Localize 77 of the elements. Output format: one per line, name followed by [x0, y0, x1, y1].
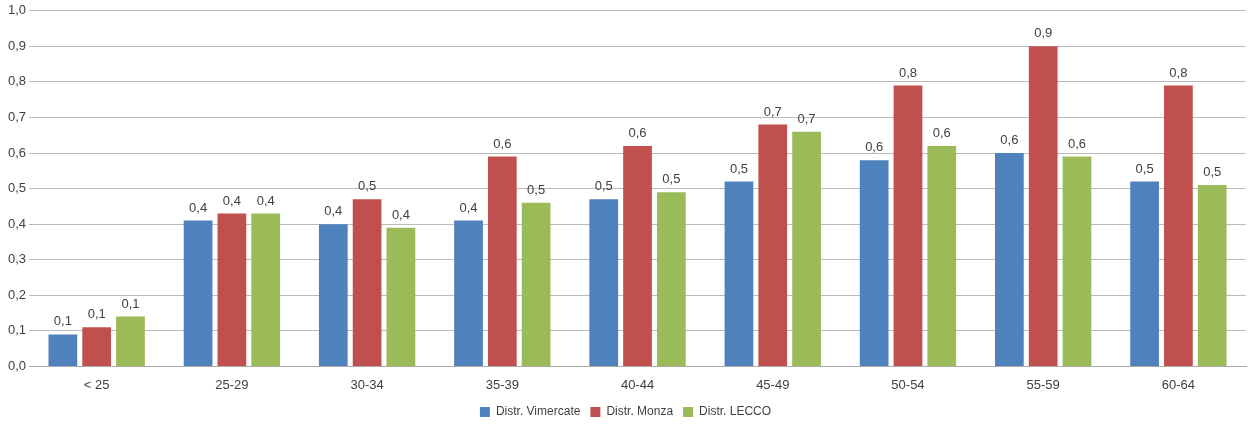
bar: [183, 220, 213, 366]
data-label: 0,6: [1067, 135, 1087, 151]
x-tick-label: 60-64: [1161, 376, 1196, 392]
legend-label: Distr. Monza: [606, 404, 674, 419]
x-tick-label: 45-49: [756, 376, 790, 392]
data-label: 0,4: [324, 203, 343, 219]
bar: [48, 334, 78, 366]
bar: [318, 224, 348, 366]
data-label: 0,7: [763, 103, 782, 119]
bar: [656, 192, 686, 366]
data-label: 0,4: [222, 192, 241, 208]
bar: [1062, 156, 1092, 366]
data-label: 0,9: [1034, 25, 1053, 41]
data-label: 0,4: [256, 192, 275, 208]
y-tick-label: 0,6: [7, 144, 27, 160]
bar: [116, 316, 145, 366]
y-tick-label: 0,3: [7, 251, 27, 267]
x-tick-label: 35-39: [485, 376, 519, 392]
bar: [859, 160, 889, 366]
bar: [251, 213, 281, 366]
data-label: 0,1: [87, 306, 106, 322]
bar: [792, 131, 821, 366]
data-label: 0,8: [898, 64, 917, 80]
data-label: 0,6: [493, 135, 512, 151]
bar: [352, 199, 382, 366]
data-label: 0,4: [459, 199, 478, 215]
data-label: 0,1: [53, 313, 72, 329]
data-label: 0,5: [662, 171, 681, 187]
bar: [386, 227, 416, 366]
bar: [1130, 181, 1159, 366]
bar: [893, 85, 923, 366]
y-tick-label: 0,8: [7, 73, 27, 89]
y-tick-label: 0,9: [7, 37, 27, 53]
y-tick-label: 0,5: [7, 180, 27, 196]
y-tick-label: 0,1: [7, 322, 27, 338]
x-tick-label: < 25: [83, 376, 110, 392]
bar: [1164, 85, 1193, 366]
bar: [589, 199, 619, 366]
x-tick-label: 25-29: [215, 376, 249, 392]
data-label: 0,5: [358, 178, 377, 194]
x-tick-label: 55-59: [1026, 376, 1060, 392]
bar: [217, 213, 247, 366]
x-tick-label: 30-34: [350, 376, 384, 392]
bar: [82, 327, 112, 366]
y-tick-label: 0,2: [7, 286, 27, 302]
data-label: 0,5: [527, 181, 546, 197]
bar: [758, 124, 788, 366]
bar: [1197, 185, 1227, 366]
data-label: 0,5: [1135, 160, 1154, 176]
legend-label: Distr. LECCO: [699, 404, 772, 419]
data-label: 0,6: [628, 125, 647, 141]
bar: [724, 181, 754, 366]
data-label: 0,1: [121, 295, 140, 311]
data-label: 0,6: [1000, 132, 1019, 148]
data-label: 0,5: [729, 160, 748, 176]
data-label: 0,6: [865, 139, 884, 155]
data-label: 0,6: [932, 125, 951, 141]
data-label: 0,8: [1169, 64, 1188, 80]
x-tick-label: 40-44: [620, 376, 655, 392]
bar: [521, 202, 551, 366]
data-label: 0,4: [189, 199, 208, 215]
data-label: 0,4: [391, 206, 410, 222]
y-tick-label: 1,0: [7, 2, 27, 18]
y-tick-label: 0,7: [7, 109, 27, 125]
bar: [927, 145, 957, 366]
bar: [995, 153, 1024, 366]
data-label: 0,7: [797, 110, 816, 126]
data-label: 0,5: [1203, 164, 1222, 180]
bar: [454, 220, 483, 366]
bar: [1028, 46, 1058, 366]
y-tick-label: 0,0: [7, 357, 27, 373]
bar: [487, 156, 517, 366]
data-label: 0,5: [594, 178, 613, 194]
x-tick-label: 50-54: [891, 376, 925, 392]
legend-label: Distr. Vimercate: [495, 404, 581, 419]
bar: [623, 145, 652, 366]
y-tick-label: 0,4: [7, 215, 27, 231]
